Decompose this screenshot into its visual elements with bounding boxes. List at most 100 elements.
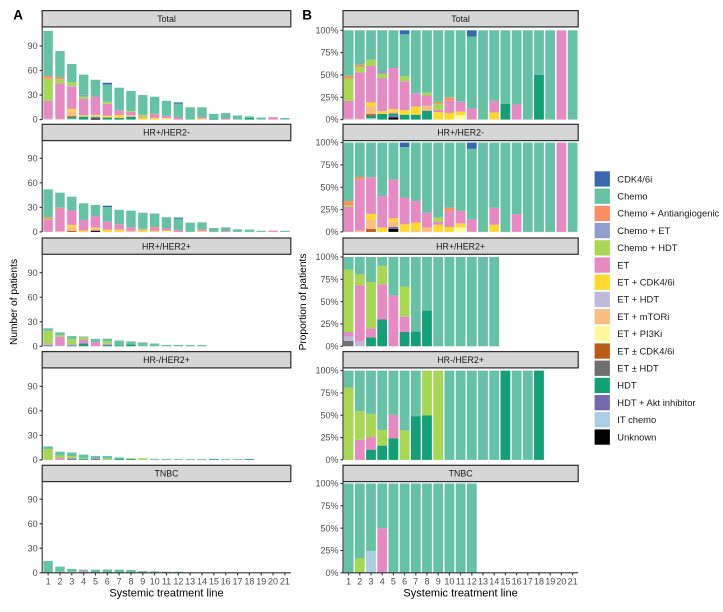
svg-text:0: 0 [33, 115, 38, 125]
svg-text:15: 15 [500, 576, 510, 586]
svg-text:25%: 25% [320, 205, 338, 215]
svg-text:75%: 75% [320, 388, 338, 398]
svg-text:14: 14 [489, 576, 499, 586]
svg-text:30: 30 [28, 90, 38, 100]
svg-text:7: 7 [413, 576, 418, 586]
svg-text:0%: 0% [325, 341, 338, 351]
svg-text:Systemic treatment line: Systemic treatment line [109, 587, 223, 599]
svg-text:90: 90 [28, 268, 38, 278]
svg-text:ET + CDK4/6i: ET + CDK4/6i [617, 277, 674, 288]
svg-text:75%: 75% [320, 501, 338, 511]
svg-text:25%: 25% [320, 319, 338, 329]
svg-text:0: 0 [33, 341, 38, 351]
svg-text:19: 19 [256, 576, 266, 586]
svg-text:20: 20 [556, 576, 566, 586]
svg-text:100%: 100% [315, 138, 338, 148]
svg-text:9: 9 [140, 576, 145, 586]
svg-text:HR+/HER2+: HR+/HER2+ [436, 241, 485, 251]
svg-text:12: 12 [173, 576, 183, 586]
svg-text:5: 5 [391, 576, 396, 586]
svg-text:25%: 25% [320, 546, 338, 556]
svg-text:0%: 0% [325, 115, 338, 125]
svg-text:60: 60 [28, 178, 38, 188]
svg-text:0%: 0% [325, 455, 338, 465]
svg-text:30: 30 [28, 543, 38, 553]
svg-text:ET + HDT: ET + HDT [617, 294, 659, 305]
svg-text:TNBC: TNBC [155, 469, 180, 479]
svg-text:17: 17 [523, 576, 533, 586]
svg-text:100%: 100% [315, 25, 338, 35]
svg-text:14: 14 [197, 576, 207, 586]
svg-text:90: 90 [28, 381, 38, 391]
svg-text:7: 7 [117, 576, 122, 586]
svg-text:90: 90 [28, 153, 38, 163]
svg-text:Proportion of patients: Proportion of patients [298, 254, 309, 351]
svg-text:0: 0 [33, 227, 38, 237]
svg-text:Total: Total [157, 14, 176, 24]
svg-text:16: 16 [221, 576, 231, 586]
svg-text:100%: 100% [315, 479, 338, 489]
svg-text:21: 21 [280, 576, 290, 586]
svg-text:50%: 50% [320, 182, 338, 192]
svg-text:60: 60 [28, 519, 38, 529]
svg-text:60: 60 [28, 292, 38, 302]
svg-text:6: 6 [402, 576, 407, 586]
svg-text:ET: ET [617, 259, 629, 270]
svg-text:25%: 25% [320, 92, 338, 102]
svg-text:HR+/HER2-: HR+/HER2- [143, 128, 190, 138]
svg-text:Chemo + HDT: Chemo + HDT [617, 242, 677, 253]
svg-text:50%: 50% [320, 70, 338, 80]
svg-text:10: 10 [444, 576, 454, 586]
svg-text:Total: Total [451, 14, 470, 24]
svg-text:ET + PI3Ki: ET + PI3Ki [617, 328, 662, 339]
svg-text:8: 8 [128, 576, 133, 586]
svg-text:21: 21 [568, 576, 578, 586]
svg-text:25%: 25% [320, 433, 338, 443]
svg-text:0%: 0% [325, 227, 338, 237]
svg-text:60: 60 [28, 406, 38, 416]
svg-text:12: 12 [467, 576, 477, 586]
svg-text:3: 3 [368, 576, 373, 586]
svg-text:100%: 100% [315, 366, 338, 376]
svg-text:75%: 75% [320, 274, 338, 284]
svg-text:Unknown: Unknown [617, 431, 656, 442]
svg-text:50%: 50% [320, 297, 338, 307]
svg-text:1: 1 [346, 576, 351, 586]
svg-text:15: 15 [209, 576, 219, 586]
svg-text:0%: 0% [325, 568, 338, 578]
svg-text:2: 2 [357, 576, 362, 586]
svg-text:B: B [302, 7, 312, 22]
svg-text:0: 0 [33, 455, 38, 465]
svg-text:90: 90 [28, 41, 38, 51]
svg-text:1: 1 [46, 576, 51, 586]
svg-text:3: 3 [69, 576, 74, 586]
svg-text:HDT + Akt inhibitor: HDT + Akt inhibitor [617, 397, 695, 408]
svg-text:50%: 50% [320, 410, 338, 420]
svg-text:11: 11 [456, 576, 465, 586]
svg-text:2: 2 [57, 576, 62, 586]
svg-text:0: 0 [33, 568, 38, 578]
svg-text:4: 4 [81, 576, 86, 586]
svg-text:6: 6 [105, 576, 110, 586]
svg-text:Systemic treatment line: Systemic treatment line [403, 587, 517, 599]
svg-text:4: 4 [380, 576, 385, 586]
svg-text:ET ± CDK4/6i: ET ± CDK4/6i [617, 345, 674, 356]
svg-text:5: 5 [93, 576, 98, 586]
svg-text:60: 60 [28, 66, 38, 76]
svg-text:30: 30 [28, 202, 38, 212]
svg-text:75%: 75% [320, 160, 338, 170]
svg-text:19: 19 [545, 576, 555, 586]
svg-text:Chemo: Chemo [617, 191, 647, 202]
svg-text:75%: 75% [320, 48, 338, 58]
svg-text:30: 30 [28, 430, 38, 440]
svg-text:HR+/HER2+: HR+/HER2+ [142, 241, 191, 251]
svg-text:HR+/HER2-: HR+/HER2- [437, 128, 484, 138]
svg-text:HR-/HER2+: HR-/HER2+ [437, 355, 484, 365]
svg-text:18: 18 [244, 576, 254, 586]
svg-text:8: 8 [424, 576, 429, 586]
svg-text:13: 13 [478, 576, 488, 586]
svg-text:CDK4/6i: CDK4/6i [617, 173, 652, 184]
svg-text:50%: 50% [320, 523, 338, 533]
svg-text:TNBC: TNBC [449, 469, 474, 479]
svg-text:Number of patients: Number of patients [9, 259, 20, 345]
